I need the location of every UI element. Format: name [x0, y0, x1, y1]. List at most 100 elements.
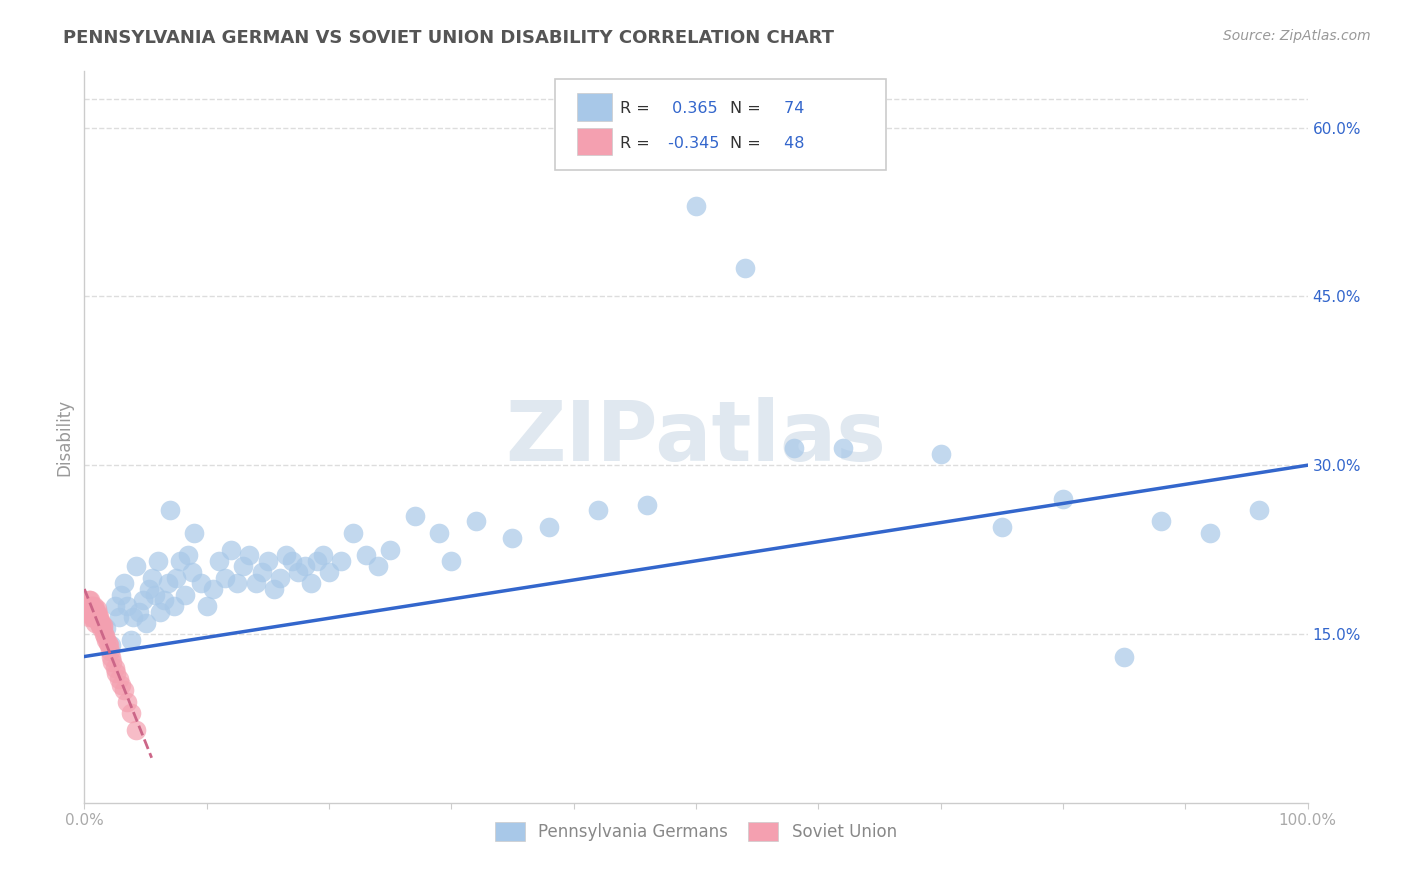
Point — [128, 605, 150, 619]
Point — [330, 554, 353, 568]
Point — [538, 520, 561, 534]
Point — [502, 532, 524, 546]
Point — [110, 588, 132, 602]
Point — [94, 629, 117, 643]
Point — [287, 565, 309, 579]
Point — [146, 554, 169, 568]
Point — [219, 542, 242, 557]
Point — [79, 599, 101, 613]
Point — [263, 582, 285, 596]
Point — [101, 655, 124, 669]
Point — [163, 599, 186, 613]
Point — [181, 565, 204, 579]
Text: Source: ZipAtlas.com: Source: ZipAtlas.com — [1223, 29, 1371, 43]
Point — [208, 554, 231, 568]
Point — [636, 498, 658, 512]
FancyBboxPatch shape — [578, 128, 612, 155]
Point — [238, 548, 260, 562]
Point — [107, 672, 129, 686]
FancyBboxPatch shape — [578, 94, 612, 121]
Point — [90, 621, 112, 635]
Point — [276, 548, 298, 562]
Point — [86, 607, 108, 621]
Point — [115, 599, 138, 613]
Point — [1198, 525, 1220, 540]
Point — [929, 447, 952, 461]
Point — [201, 582, 224, 596]
Point — [1114, 649, 1136, 664]
Point — [86, 602, 108, 616]
Text: 0.365: 0.365 — [666, 101, 717, 116]
Point — [91, 618, 114, 632]
Point — [149, 605, 172, 619]
Point — [86, 610, 108, 624]
Point — [82, 602, 104, 616]
Point — [87, 614, 110, 628]
Point — [135, 615, 157, 630]
Point — [404, 508, 426, 523]
Point — [91, 621, 114, 635]
Point — [305, 554, 328, 568]
Point — [80, 610, 103, 624]
Point — [141, 571, 163, 585]
Point — [100, 638, 122, 652]
Point — [440, 554, 463, 568]
Point — [110, 678, 132, 692]
Point — [299, 576, 322, 591]
Point — [367, 559, 389, 574]
Point — [183, 525, 205, 540]
Point — [294, 559, 316, 574]
Point — [125, 559, 148, 574]
Point — [84, 607, 107, 621]
Point — [1247, 503, 1270, 517]
Point — [173, 588, 195, 602]
Point — [169, 554, 191, 568]
Text: R =: R = — [620, 101, 650, 116]
Point — [232, 559, 254, 574]
Point — [125, 723, 148, 737]
Point — [354, 548, 377, 562]
Point — [104, 661, 127, 675]
Point — [97, 636, 120, 650]
Point — [120, 706, 142, 720]
Point — [250, 565, 273, 579]
Point — [83, 610, 105, 624]
Point — [80, 599, 103, 613]
Text: ZIPatlas: ZIPatlas — [506, 397, 886, 477]
Point — [177, 548, 200, 562]
Point — [122, 610, 145, 624]
Point — [120, 632, 142, 647]
Point — [76, 599, 98, 613]
Point — [80, 605, 103, 619]
Point — [96, 621, 118, 635]
Legend: Pennsylvania Germans, Soviet Union: Pennsylvania Germans, Soviet Union — [486, 814, 905, 849]
Point — [143, 588, 166, 602]
Point — [96, 632, 118, 647]
Point — [156, 576, 179, 591]
Point — [132, 593, 155, 607]
Point — [464, 515, 486, 529]
Point — [734, 261, 756, 276]
Point — [427, 525, 450, 540]
Point — [269, 571, 291, 585]
Point — [79, 593, 101, 607]
Text: 74: 74 — [779, 101, 804, 116]
Text: N =: N = — [730, 101, 761, 116]
Point — [685, 199, 707, 213]
Point — [991, 520, 1014, 534]
Point — [82, 610, 104, 624]
Point — [87, 607, 110, 621]
Point — [82, 607, 104, 621]
Point — [93, 627, 115, 641]
Point — [195, 599, 218, 613]
Point — [165, 571, 187, 585]
Point — [245, 576, 267, 591]
Point — [89, 614, 111, 628]
Point — [104, 599, 127, 613]
Point — [77, 605, 100, 619]
Point — [107, 610, 129, 624]
Text: N =: N = — [730, 136, 761, 151]
Point — [87, 610, 110, 624]
Point — [84, 602, 107, 616]
Text: PENNSYLVANIA GERMAN VS SOVIET UNION DISABILITY CORRELATION CHART: PENNSYLVANIA GERMAN VS SOVIET UNION DISA… — [63, 29, 834, 46]
